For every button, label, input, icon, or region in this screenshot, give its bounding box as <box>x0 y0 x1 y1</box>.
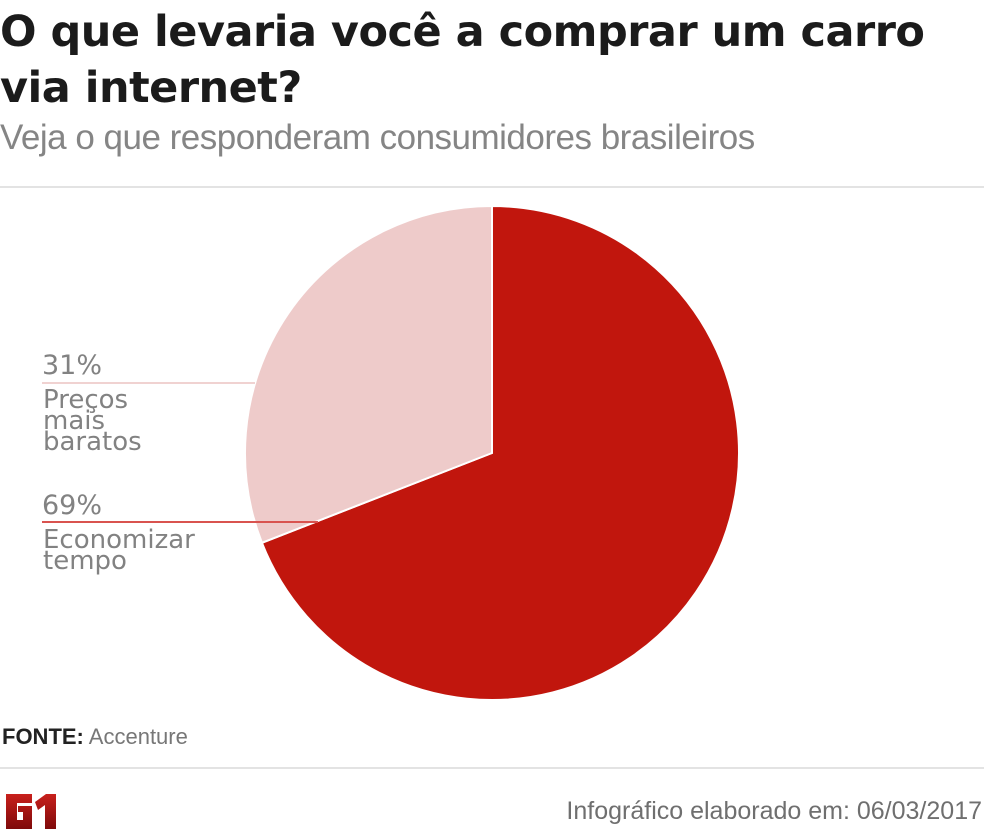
label-text-69: Economizar tempo <box>43 525 195 576</box>
credit-line: Infográfico elaborado em: 06/03/2017 <box>566 797 982 825</box>
chart-title: O que levaria você a comprar um carro vi… <box>0 7 925 113</box>
slice-precos-mais-baratos <box>244 204 493 545</box>
label-line: tempo <box>43 546 127 576</box>
slice-economizar-tempo <box>260 204 740 701</box>
pie-chart <box>42 204 740 701</box>
label-line: Preços <box>43 385 129 415</box>
label-line: mais <box>43 406 106 436</box>
source-value: Accenture <box>88 724 188 749</box>
g1-logo-icon <box>6 794 56 829</box>
bottom-divider <box>0 767 984 769</box>
label-line: Economizar <box>43 525 195 555</box>
source-line: FONTE: Accenture <box>2 724 188 750</box>
top-divider <box>0 186 984 188</box>
label-pct-69: 69% <box>42 490 103 521</box>
source-label: FONTE: <box>2 724 84 749</box>
label-text-31: Preços mais baratos <box>43 385 142 457</box>
chart-subtitle: Veja o que responderam consumidores bras… <box>0 118 755 157</box>
label-pct-31: 31% <box>42 350 103 381</box>
label-line: baratos <box>43 427 142 457</box>
